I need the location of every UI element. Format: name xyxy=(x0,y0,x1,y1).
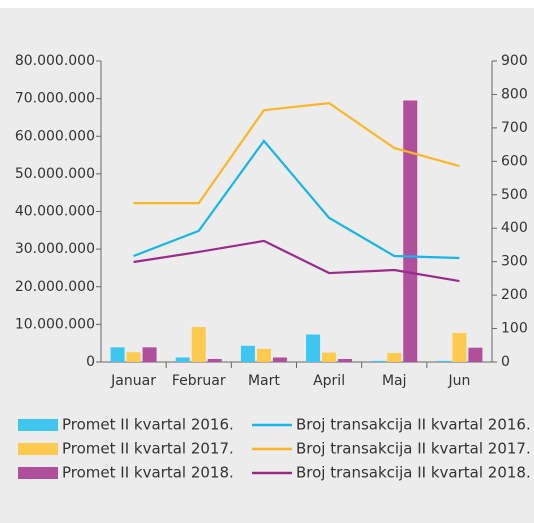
y2-tick-label: 800 xyxy=(501,86,528,102)
x-tick-label: Maj xyxy=(382,373,407,389)
y-tick-label: 50.000.000 xyxy=(15,166,95,182)
y2-tick-label: 300 xyxy=(501,254,528,270)
bar xyxy=(371,360,386,362)
bar xyxy=(110,347,125,362)
x-tick-label: Februar xyxy=(172,373,226,389)
bar xyxy=(126,352,141,362)
legend-label: Promet II kvartal 2018. xyxy=(62,464,234,482)
x-tick-label: Januar xyxy=(110,373,156,389)
bar xyxy=(436,360,451,362)
bar xyxy=(338,358,353,362)
legend-swatch xyxy=(18,443,58,455)
top-strip xyxy=(0,0,534,8)
y-tick-label: 20.000.000 xyxy=(15,279,95,295)
bar xyxy=(452,333,467,362)
bar xyxy=(387,352,402,362)
x-tick-label: April xyxy=(313,373,345,389)
y-tick-label: 0 xyxy=(86,354,95,370)
y2-tick-label: 900 xyxy=(501,53,528,69)
y-tick-label: 30.000.000 xyxy=(15,241,95,257)
y-tick-label: 80.000.000 xyxy=(15,53,95,69)
bar xyxy=(468,347,483,362)
bar xyxy=(256,348,271,362)
y2-tick-label: 100 xyxy=(501,321,528,337)
bar xyxy=(306,334,321,362)
bar xyxy=(175,357,190,362)
y-tick-label: 60.000.000 xyxy=(15,128,95,144)
legend-label: Broj transakcija II kvartal 2018. xyxy=(296,464,531,482)
y-tick-label: 70.000.000 xyxy=(15,91,95,107)
legend-label: Broj transakcija II kvartal 2017. xyxy=(296,440,531,458)
y2-tick-label: 500 xyxy=(501,187,528,203)
line xyxy=(133,102,460,205)
legend-label: Promet II kvartal 2016. xyxy=(62,416,234,434)
line xyxy=(133,139,460,260)
y-tick-label: 40.000.000 xyxy=(15,204,95,220)
x-tick-label: Jun xyxy=(447,373,470,389)
bar xyxy=(322,352,337,362)
legend-label: Promet II kvartal 2017. xyxy=(62,440,234,458)
bar xyxy=(142,347,157,362)
bar xyxy=(191,327,206,362)
y2-tick-label: 0 xyxy=(501,354,510,370)
x-tick-label: Mart xyxy=(248,373,280,389)
y-tick-label: 10.000.000 xyxy=(15,316,95,332)
y2-tick-label: 700 xyxy=(501,120,528,136)
bar xyxy=(207,358,222,362)
y2-tick-label: 200 xyxy=(501,287,528,303)
legend-swatch xyxy=(18,419,58,431)
legend-label: Broj transakcija II kvartal 2016. xyxy=(296,416,531,434)
line xyxy=(133,239,460,283)
bar xyxy=(403,100,418,362)
y2-tick-label: 400 xyxy=(501,220,528,236)
legend-swatch xyxy=(18,467,58,479)
bar xyxy=(272,357,287,362)
y2-tick-label: 600 xyxy=(501,153,528,169)
bar xyxy=(240,345,255,362)
